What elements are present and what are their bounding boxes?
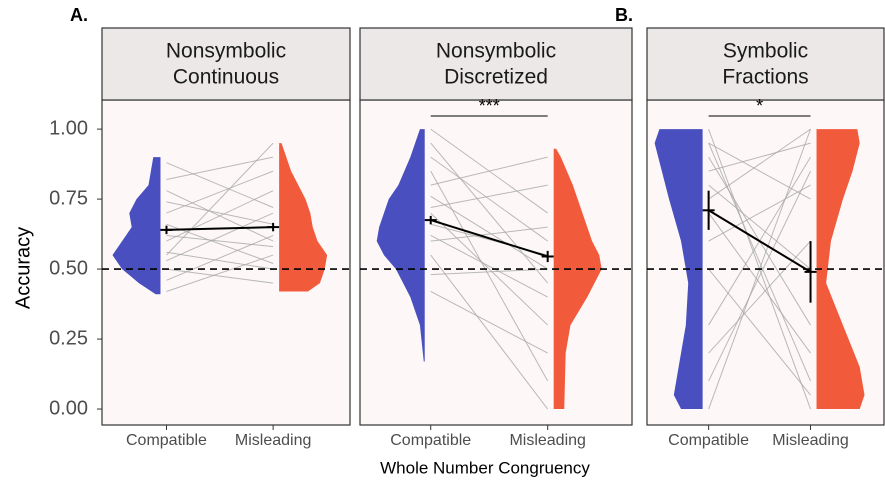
participant-line: [708, 212, 811, 354]
y-tick-label: 0.50: [49, 257, 88, 279]
participant-line: [166, 201, 274, 225]
participant-line: [166, 254, 274, 292]
strip-background: [646, 27, 885, 101]
panel-title: Symbolic: [723, 40, 808, 63]
x-tick-label: Misleading: [509, 432, 585, 449]
participant-line: [430, 195, 548, 270]
x-axis-title: Whole Number Congruency: [380, 458, 590, 477]
x-tick-label: Misleading: [235, 432, 311, 449]
significance-label: *: [756, 96, 763, 116]
participant-line: [708, 142, 811, 200]
y-axis-title: Accuracy: [12, 227, 34, 309]
participant-line: [166, 156, 274, 180]
participant-line: [430, 235, 548, 298]
panel-title: Nonsymbolic: [436, 40, 556, 63]
x-tick-label: Compatible: [126, 432, 207, 449]
participant-line: [708, 240, 811, 354]
panel-label: A.: [70, 5, 88, 25]
participant-line: [430, 268, 548, 276]
panel-title: Continuous: [173, 66, 279, 89]
violin: [376, 129, 425, 362]
participant-line: [708, 170, 811, 382]
panel-title: Nonsymbolic: [166, 40, 286, 63]
violin: [654, 129, 703, 410]
participant-line: [708, 184, 811, 242]
significance-label: ***: [479, 96, 500, 116]
participant-line: [430, 156, 548, 242]
x-tick-label: Compatible: [668, 432, 749, 449]
participant-line: [430, 184, 548, 208]
violin: [112, 157, 161, 295]
panel-title: Fractions: [722, 66, 808, 89]
participant-line: [430, 226, 548, 242]
participant-line: [708, 268, 811, 396]
y-tick-label: 0.00: [49, 397, 88, 419]
y-tick-label: 1.00: [49, 117, 88, 139]
participant-line: [166, 268, 274, 284]
strip-background: [359, 27, 633, 101]
participant-line: [708, 142, 811, 172]
participant-line: [166, 162, 274, 208]
strip-background: [101, 27, 351, 101]
participant-line: [708, 128, 811, 200]
participant-line: [166, 142, 274, 256]
participant-line: [166, 251, 274, 270]
mean-line: [708, 209, 812, 273]
x-tick-label: Misleading: [772, 432, 848, 449]
violin: [279, 143, 328, 292]
participant-line: [166, 234, 274, 248]
participant-line: [430, 142, 549, 284]
panel-title: Discretized: [444, 66, 548, 89]
violin: [816, 129, 865, 410]
panel-label: B.: [615, 5, 633, 25]
participant-line: [166, 235, 274, 281]
participant-line: [430, 254, 549, 410]
mean-line: [430, 219, 548, 258]
mean-line: [166, 226, 274, 231]
y-tick-label: 0.75: [49, 187, 88, 209]
participant-line: [166, 190, 274, 242]
participant-line: [430, 212, 549, 326]
violin: [553, 148, 602, 410]
participant-line: [708, 184, 811, 270]
y-tick-label: 0.25: [49, 327, 88, 349]
participant-line: [430, 291, 548, 354]
participant-line: [166, 223, 274, 264]
x-tick-label: Compatible: [390, 432, 471, 449]
participant-line: [708, 142, 811, 382]
participant-line: [430, 128, 548, 214]
participant-line: [430, 170, 549, 382]
